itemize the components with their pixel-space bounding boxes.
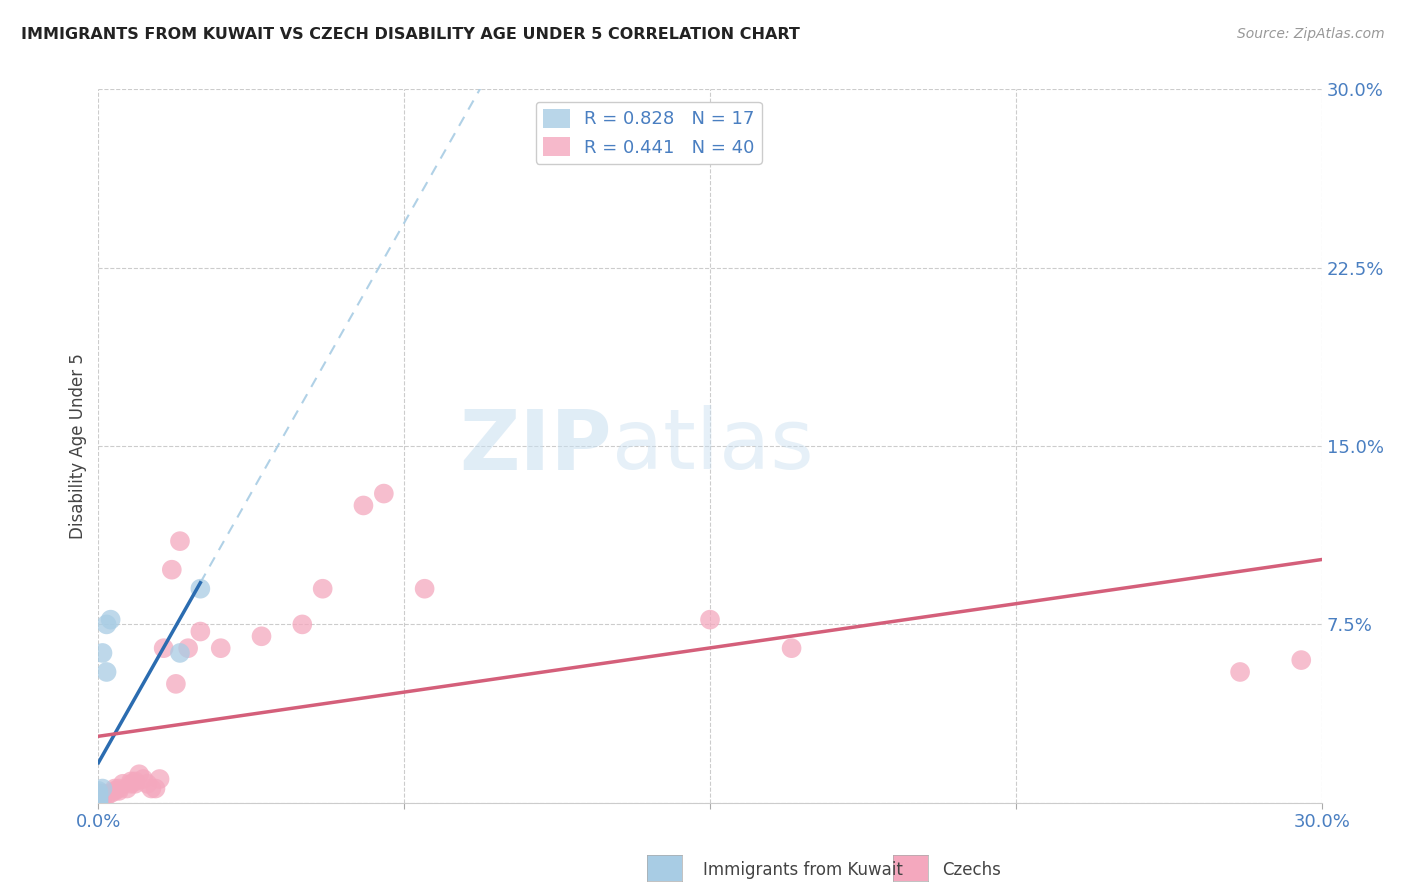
Text: atlas: atlas: [612, 406, 814, 486]
Point: [160, 563, 183, 577]
Point: [177, 641, 200, 656]
Point: [108, 784, 131, 798]
Point: [780, 641, 803, 656]
Point: [87, 789, 110, 803]
Point: [165, 677, 187, 691]
Point: [188, 582, 212, 596]
Point: [115, 781, 138, 796]
Point: [87, 786, 110, 800]
Point: [152, 641, 174, 656]
Point: [1291, 653, 1313, 667]
Point: [373, 486, 395, 500]
Point: [87, 793, 110, 807]
Point: [132, 772, 155, 786]
Point: [145, 781, 167, 796]
Point: [120, 777, 142, 791]
Point: [91, 786, 114, 800]
Text: Immigrants from Kuwait: Immigrants from Kuwait: [703, 861, 903, 879]
Point: [1229, 665, 1251, 679]
Point: [100, 613, 122, 627]
Point: [96, 665, 118, 679]
Point: [291, 617, 314, 632]
Point: [699, 613, 721, 627]
Point: [87, 793, 110, 807]
Point: [87, 789, 110, 803]
Point: [87, 791, 110, 805]
Point: [87, 791, 110, 805]
Text: Czechs: Czechs: [942, 861, 1001, 879]
Point: [100, 786, 122, 800]
Point: [128, 767, 150, 781]
Point: [312, 582, 335, 596]
Text: IMMIGRANTS FROM KUWAIT VS CZECH DISABILITY AGE UNDER 5 CORRELATION CHART: IMMIGRANTS FROM KUWAIT VS CZECH DISABILI…: [21, 27, 800, 42]
Point: [169, 534, 191, 549]
Point: [209, 641, 232, 656]
Point: [169, 646, 191, 660]
Point: [108, 781, 131, 796]
Point: [413, 582, 436, 596]
Point: [104, 784, 127, 798]
Point: [124, 774, 146, 789]
Point: [124, 777, 146, 791]
Legend: R = 0.828   N = 17, R = 0.441   N = 40: R = 0.828 N = 17, R = 0.441 N = 40: [536, 102, 762, 164]
Point: [188, 624, 212, 639]
Point: [87, 793, 110, 807]
Point: [250, 629, 273, 643]
Text: ZIP: ZIP: [460, 406, 612, 486]
Point: [87, 796, 110, 810]
Point: [87, 784, 110, 798]
Point: [136, 777, 159, 791]
Point: [104, 781, 127, 796]
Point: [87, 789, 110, 803]
Point: [141, 781, 163, 796]
Y-axis label: Disability Age Under 5: Disability Age Under 5: [69, 353, 87, 539]
Point: [96, 789, 118, 803]
Point: [87, 791, 110, 805]
Point: [352, 499, 374, 513]
Point: [91, 646, 114, 660]
Point: [87, 796, 110, 810]
Point: [91, 791, 114, 805]
Point: [120, 774, 142, 789]
Text: Source: ZipAtlas.com: Source: ZipAtlas.com: [1237, 27, 1385, 41]
Point: [91, 781, 114, 796]
Point: [149, 772, 172, 786]
Point: [96, 617, 118, 632]
Point: [111, 777, 134, 791]
